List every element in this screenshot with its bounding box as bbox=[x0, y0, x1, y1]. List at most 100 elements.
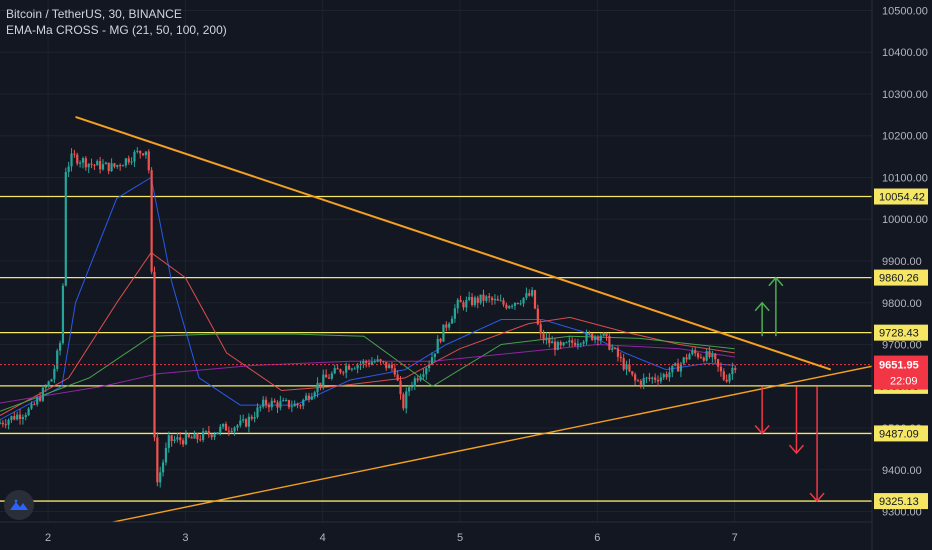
candle-body bbox=[528, 293, 531, 296]
candle-body bbox=[325, 374, 328, 378]
x-tick-label: 5 bbox=[457, 532, 463, 544]
candle-body bbox=[376, 359, 379, 362]
candle-body bbox=[593, 336, 597, 341]
level-price-label: 10054.42 bbox=[874, 188, 928, 205]
candle-body bbox=[96, 161, 99, 166]
candle bbox=[662, 372, 665, 381]
candle-body bbox=[425, 368, 428, 375]
candle bbox=[119, 163, 122, 171]
candle bbox=[44, 384, 47, 393]
candle bbox=[310, 392, 313, 401]
candle bbox=[439, 337, 442, 344]
candle bbox=[688, 352, 691, 360]
candle-body bbox=[699, 357, 703, 359]
candle bbox=[47, 380, 50, 388]
candle bbox=[616, 345, 620, 362]
y-tick-label: 10000.00 bbox=[882, 214, 928, 226]
candle-body bbox=[276, 402, 279, 408]
candle bbox=[468, 291, 471, 302]
candle bbox=[510, 304, 514, 309]
candle-body bbox=[419, 376, 422, 381]
candle-body bbox=[488, 296, 491, 298]
candle bbox=[64, 167, 67, 287]
candle bbox=[36, 395, 39, 407]
candle bbox=[559, 340, 562, 350]
candle-body bbox=[196, 433, 199, 440]
symbol-title: Bitcoin / TetherUS, 30, BINANCE bbox=[6, 7, 182, 21]
candle-body bbox=[659, 377, 662, 382]
candle bbox=[694, 346, 697, 357]
level-price-label: 9487.09 bbox=[874, 425, 928, 442]
candle-body bbox=[591, 333, 594, 341]
candle-body bbox=[299, 405, 302, 407]
candle-body bbox=[390, 364, 394, 369]
candle-body bbox=[608, 335, 611, 350]
current-price-label: 9651.95 22:09 bbox=[874, 355, 928, 390]
candle bbox=[676, 358, 680, 372]
candle bbox=[668, 366, 671, 382]
candle-body bbox=[450, 318, 454, 324]
candle bbox=[307, 392, 311, 403]
level-label-text: 9728.43 bbox=[879, 328, 919, 340]
candle-body bbox=[322, 374, 325, 386]
candle-body bbox=[636, 380, 640, 382]
candle bbox=[161, 459, 165, 477]
candle-body bbox=[568, 340, 571, 343]
candle bbox=[382, 360, 385, 365]
level-label-bg bbox=[874, 188, 928, 205]
candle bbox=[199, 434, 202, 442]
candle bbox=[482, 289, 485, 307]
candle-body bbox=[161, 462, 165, 473]
candle-body bbox=[536, 308, 539, 325]
level-label-bg bbox=[874, 269, 928, 286]
candle bbox=[141, 153, 145, 157]
candle-body bbox=[679, 363, 682, 372]
candle bbox=[236, 423, 239, 432]
candle bbox=[224, 421, 228, 431]
candle-body bbox=[38, 397, 42, 401]
candle bbox=[365, 359, 368, 368]
candle-body bbox=[476, 297, 479, 303]
candle bbox=[262, 396, 265, 409]
candle bbox=[367, 359, 371, 368]
candle bbox=[67, 161, 70, 178]
candle-body bbox=[668, 372, 671, 378]
candle-body bbox=[290, 406, 293, 408]
candle-body bbox=[588, 332, 591, 334]
candle bbox=[685, 353, 688, 363]
candle bbox=[553, 337, 557, 356]
candle-body bbox=[270, 400, 273, 408]
candle bbox=[213, 431, 216, 441]
candle bbox=[276, 400, 279, 414]
candle-body bbox=[602, 333, 605, 336]
current-price-bg bbox=[874, 355, 928, 390]
candle-body bbox=[545, 337, 548, 341]
arrow-head bbox=[768, 276, 784, 287]
candle-body bbox=[345, 365, 348, 373]
candle bbox=[442, 324, 445, 342]
candle-body bbox=[428, 364, 431, 369]
candle bbox=[636, 378, 640, 382]
ma-line-ma-200 bbox=[0, 343, 735, 404]
candle-body bbox=[79, 162, 82, 164]
candle-body bbox=[416, 378, 419, 381]
candle-body bbox=[153, 271, 156, 438]
candle bbox=[659, 372, 662, 384]
tradingview-logo-icon[interactable] bbox=[4, 490, 34, 520]
candle bbox=[164, 442, 168, 466]
candle bbox=[691, 347, 694, 356]
candle bbox=[244, 418, 248, 428]
candle bbox=[568, 335, 571, 347]
candle-body bbox=[642, 378, 645, 385]
candle-body bbox=[674, 363, 677, 366]
candle-body bbox=[702, 357, 705, 361]
candle bbox=[734, 365, 737, 374]
candle bbox=[716, 358, 720, 372]
candle bbox=[353, 366, 356, 370]
candle bbox=[247, 413, 250, 433]
arrow-up-icon bbox=[754, 301, 770, 337]
candle-body bbox=[473, 297, 477, 305]
candle-body bbox=[565, 342, 568, 344]
candle-body bbox=[0, 422, 2, 424]
